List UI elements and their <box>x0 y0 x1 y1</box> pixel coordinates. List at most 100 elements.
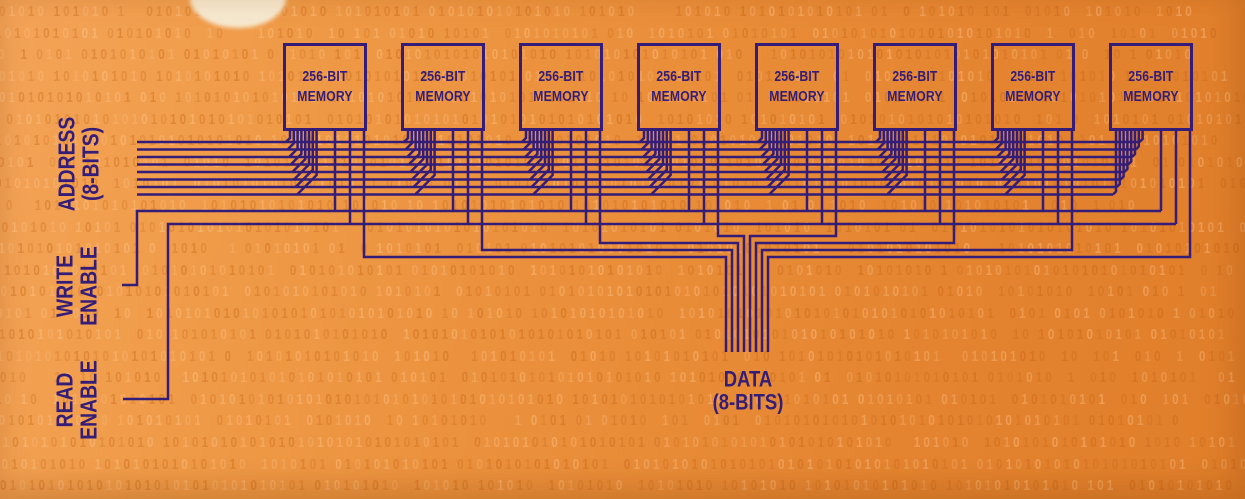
wire <box>362 131 728 352</box>
memory-chip-label: 256-BIT MEMORY <box>887 69 943 105</box>
wire <box>1115 131 1122 188</box>
wire <box>1127 131 1133 166</box>
wire <box>1119 131 1125 181</box>
wire <box>1138 131 1144 143</box>
read-enable-label-line2: ENABLE <box>76 360 102 440</box>
wire <box>1112 131 1118 196</box>
memory-chip-1: 256-BIT MEMORY <box>283 43 367 131</box>
wire <box>763 131 779 173</box>
wire <box>1134 131 1141 151</box>
wire <box>754 131 956 352</box>
data-bus-label-line2: (8-BITS) <box>712 390 784 415</box>
wire <box>639 131 646 143</box>
wire <box>996 131 1007 158</box>
wire <box>289 131 303 166</box>
write-enable-label: WRITE ENABLE <box>51 239 102 334</box>
wire <box>522 131 532 151</box>
memory-chip-label: 256-BIT MEMORY <box>533 69 589 105</box>
wire <box>760 131 1074 352</box>
wire <box>404 131 414 151</box>
memory-chip-2: 256-BIT MEMORY <box>401 43 485 131</box>
wire <box>993 131 1000 143</box>
wire <box>480 131 734 352</box>
wire <box>648 131 669 188</box>
wire <box>1001 131 1019 181</box>
wire <box>1002 131 1023 188</box>
wire <box>414 131 436 196</box>
memory-chip-6: 256-BIT MEMORY <box>873 43 957 131</box>
memory-chip-label: 256-BIT MEMORY <box>415 69 471 105</box>
wire <box>527 131 543 173</box>
wire <box>293 131 311 181</box>
wire <box>123 222 1176 401</box>
memory-chip-4: 256-BIT MEMORY <box>637 43 721 131</box>
wire <box>288 131 299 158</box>
wire <box>768 131 790 196</box>
wire <box>642 131 653 158</box>
wire <box>407 131 421 166</box>
wire <box>997 131 1011 166</box>
wire <box>647 131 665 181</box>
address-bus-label-line1: ADDRESS <box>53 116 80 212</box>
wire <box>286 131 296 151</box>
wire <box>766 131 787 188</box>
wire <box>645 131 661 173</box>
wire <box>765 131 783 181</box>
wire <box>879 131 893 166</box>
wire <box>285 131 292 143</box>
wire <box>532 131 554 196</box>
wire <box>412 131 433 188</box>
wire <box>876 131 886 151</box>
memory-chip-7: 256-BIT MEMORY <box>991 43 1075 131</box>
data-bus-label-line1: DATA <box>723 366 773 392</box>
memory-chip-label: 256-BIT MEMORY <box>1005 69 1061 105</box>
read-enable-label: READ ENABLE <box>51 353 102 448</box>
wire <box>291 131 307 173</box>
wire <box>409 131 425 173</box>
wire <box>524 131 535 158</box>
wire <box>294 131 315 188</box>
wire <box>883 131 901 181</box>
wire <box>886 131 908 196</box>
wire <box>122 209 1161 287</box>
address-bus-label: ADDRESS (8-BITS) <box>53 108 104 220</box>
wire <box>875 131 882 143</box>
wire <box>640 131 650 151</box>
wire <box>643 131 657 166</box>
wire <box>403 131 410 143</box>
wire <box>529 131 547 181</box>
wire <box>525 131 539 166</box>
wire <box>760 131 771 158</box>
wire <box>884 131 905 188</box>
wire <box>530 131 551 188</box>
wire <box>994 131 1004 151</box>
memory-chip-3: 256-BIT MEMORY <box>519 43 603 131</box>
wire <box>761 131 775 166</box>
read-enable-label-line1: READ <box>51 372 78 428</box>
address-bus-label-line2: (8-BITS) <box>78 126 104 202</box>
wire <box>881 131 897 173</box>
wire <box>411 131 429 181</box>
memory-chip-label: 256-BIT MEMORY <box>651 69 707 105</box>
wire <box>758 131 768 151</box>
memory-chip-label: 256-BIT MEMORY <box>1123 69 1179 105</box>
wire <box>1131 131 1137 158</box>
memory-chip-label: 256-BIT MEMORY <box>769 69 825 105</box>
wire <box>766 131 1192 352</box>
memory-chip-5: 256-BIT MEMORY <box>755 43 839 131</box>
wire <box>716 131 746 352</box>
data-bus-label: DATA (8-BITS) <box>706 366 790 415</box>
memory-chip-8: 256-BIT MEMORY <box>1109 43 1193 131</box>
wire <box>1004 131 1026 196</box>
wire <box>748 131 838 352</box>
write-enable-label-line1: WRITE <box>51 254 78 318</box>
wire <box>999 131 1015 173</box>
wire <box>521 131 528 143</box>
wire <box>406 131 417 158</box>
memory-chip-label: 256-BIT MEMORY <box>297 69 353 105</box>
wire <box>296 131 318 196</box>
wire <box>757 131 764 143</box>
wire <box>1123 131 1129 173</box>
